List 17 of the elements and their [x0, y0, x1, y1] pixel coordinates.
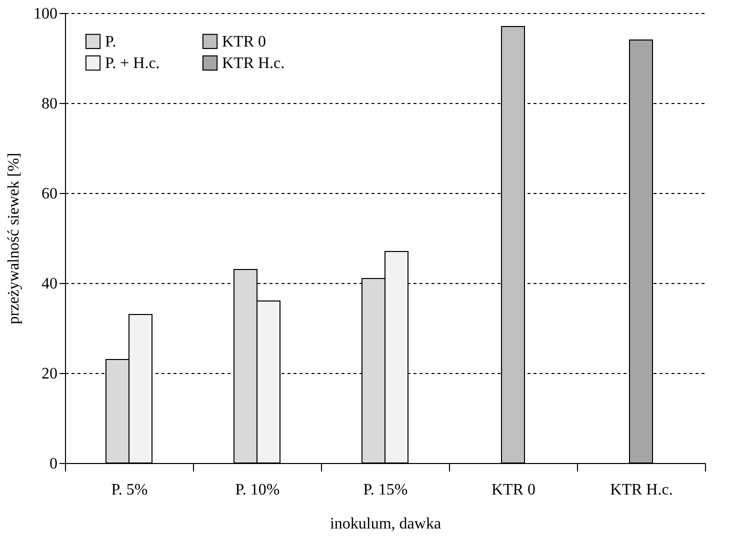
- y-tick-label: 60: [42, 186, 58, 202]
- x-tick-label: P. 5%: [111, 482, 148, 498]
- y-axis-title: przeżywalność siewek [%]: [6, 152, 22, 324]
- x-tick-label: KTR H.c.: [610, 482, 673, 498]
- x-tick-label: KTR 0: [492, 482, 536, 498]
- legend-label: KTR H.c.: [222, 55, 285, 72]
- y-tick-label: 20: [42, 366, 58, 382]
- y-tick-label: 40: [42, 276, 58, 292]
- legend-label: P.: [105, 33, 116, 50]
- x-axis-title: inokulum, dawka: [330, 516, 442, 532]
- x-tick-label: P. 10%: [235, 482, 280, 498]
- y-tick-label: 100: [34, 6, 58, 22]
- y-tick-label: 0: [50, 456, 58, 472]
- legend-label: P. + H.c.: [105, 55, 160, 72]
- legend-label: KTR 0: [222, 33, 266, 50]
- y-tick-label: 80: [42, 96, 58, 112]
- x-tick-label: P. 15%: [363, 482, 408, 498]
